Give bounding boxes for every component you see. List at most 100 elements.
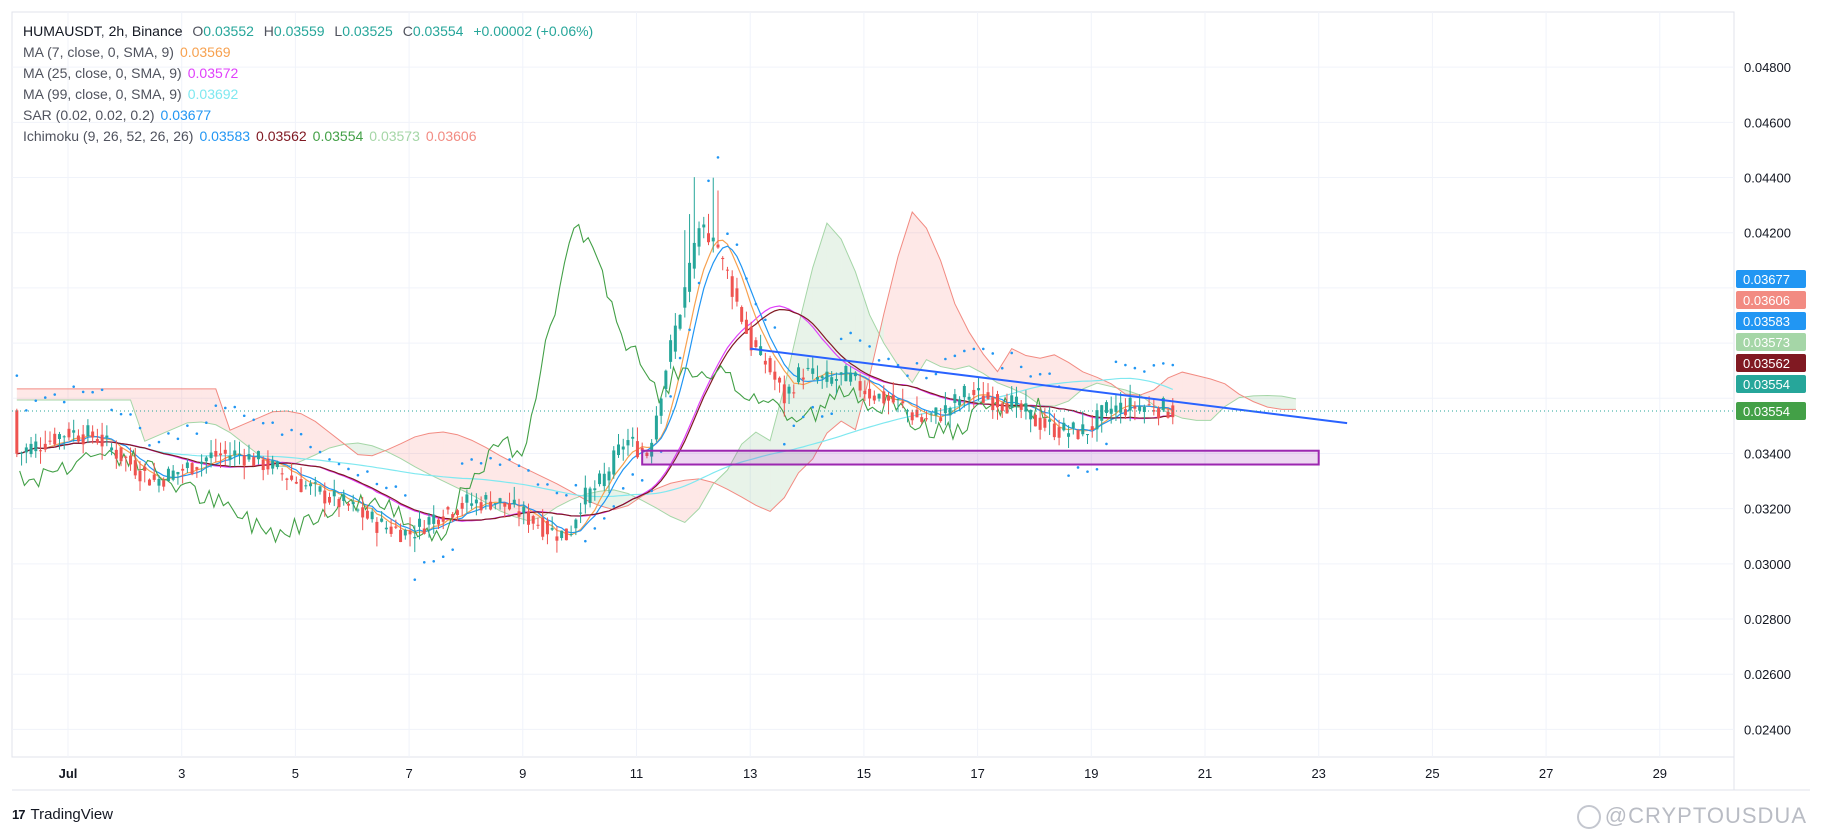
candle-body [825,371,829,382]
sar-dot [1000,366,1004,370]
candle-body [1157,408,1161,419]
candle-body [351,502,355,505]
cloud-segment [954,303,970,370]
sar-dot [460,462,464,465]
sar-dot [205,421,208,424]
candle-body [498,498,502,503]
price-tag-bg [1736,312,1806,330]
indicator-row[interactable]: MA (25, close, 0, SMA, 9) 0.03572 [23,63,593,84]
candle-body [309,483,313,487]
candle-body [588,488,592,503]
candle-body [72,430,76,433]
indicator-value: 0.03692 [187,86,239,102]
cloud-segment [244,417,259,455]
sar-dot [849,331,852,335]
sar-dot [356,473,360,477]
sar-dot [934,372,938,376]
cloud-segment [102,388,117,400]
sar-dot [34,399,38,402]
sar-dot [318,450,322,454]
candle-body [432,514,436,524]
x-tick-label: Jul [59,766,78,781]
sar-dot [489,456,492,460]
sar-dot [896,363,900,367]
y-tick-label: 0.04600 [1744,115,1791,130]
tradingview-brand[interactable]: 17 TradingView [12,806,113,823]
candle-body [602,473,606,487]
y-tick-label: 0.04400 [1744,171,1791,186]
candle-body [995,394,999,408]
candle-body [730,276,734,297]
candle-body [891,394,895,403]
x-tick-label: 21 [1198,766,1212,781]
candle-body [95,439,99,443]
candle-body [53,433,57,445]
candle-body [740,307,744,322]
price-tag-value: 0.03554 [1743,377,1790,392]
cloud-segment [770,387,785,512]
candle-body [247,454,251,460]
candle-body [228,455,232,460]
candle-body [763,360,767,365]
x-tick-label: 11 [630,766,644,781]
cloud-segment [898,212,913,383]
candle-body [882,391,886,404]
sar-dot [25,409,28,412]
candle-body [512,499,516,505]
candle-body [470,503,474,506]
sar-dot [735,243,739,246]
candle-body [1010,395,1014,408]
x-tick-label: 15 [857,766,871,781]
sar-dot [925,376,928,380]
candle-body [768,358,772,373]
candle-body [328,496,332,503]
candle-body [1086,434,1090,436]
sar-dot [479,461,483,465]
indicator-value: 0.03572 [187,65,239,81]
sar-dot [1162,362,1165,365]
sar-dot [129,413,132,416]
candle-body [176,471,180,475]
sar-dot [877,359,881,362]
candle-body [413,536,417,539]
sar-dot [138,426,142,430]
sar-dot [186,424,189,427]
candle-body [863,390,867,395]
x-tick-label: 17 [970,766,984,781]
candle-body [242,455,246,466]
candle-body [394,526,398,528]
indicator-row[interactable]: MA (7, close, 0, SMA, 9) 0.03569 [23,42,593,63]
sar-dot [565,494,568,497]
cloud-segment [670,480,685,523]
indicator-row[interactable]: SAR (0.02, 0.02, 0.2) 0.03677 [23,105,593,126]
candle-body [479,502,483,511]
cloud-segment [45,388,60,400]
candle-body [707,233,711,243]
candle-body [598,473,602,485]
cloud-segment [443,431,458,488]
ma-7-line [16,239,1173,536]
chikou-span-line [19,223,1048,544]
y-tick-label: 0.03000 [1744,557,1791,572]
symbol-label[interactable]: HUMAUSDT [23,23,101,39]
cloud-segment [969,332,984,374]
candle-body [1076,430,1080,440]
candle-body [138,470,142,482]
candle-body [223,449,227,454]
candle-body [1090,426,1094,430]
indicator-row[interactable]: Ichimoku (9, 26, 52, 26, 26) 0.03583 0.035… [23,126,593,147]
candle-body [299,479,303,493]
cloud-segment [1267,395,1282,410]
indicator-row[interactable]: MA (99, close, 0, SMA, 9) 0.03692 [23,84,593,105]
candle-body [593,488,597,491]
interval-label: 2h [108,23,125,39]
candle-body [811,368,815,374]
candle-body [1152,410,1156,412]
x-tick-label: 27 [1539,766,1553,781]
candle-body [219,453,223,456]
indicator-value: 0.03677 [160,107,212,123]
sar-dot [678,356,682,360]
candle-body [133,460,137,476]
sar-dot [214,404,218,407]
